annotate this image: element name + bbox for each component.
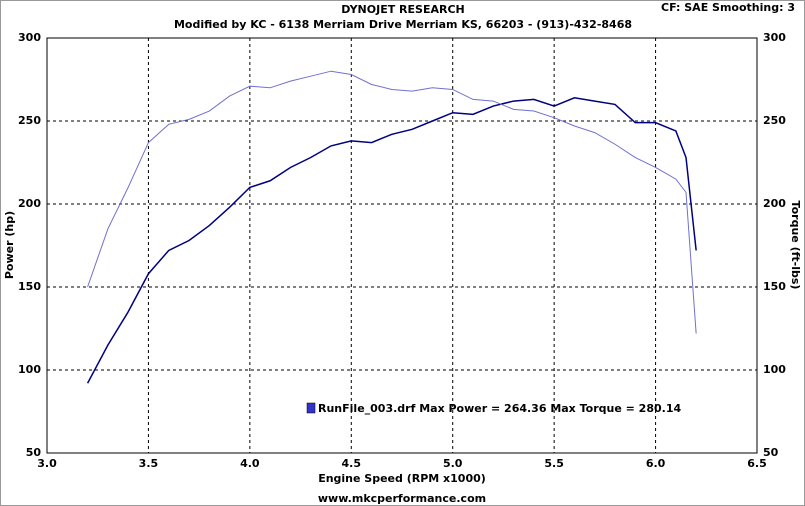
x-tick-label: 3.0: [37, 457, 57, 470]
y2-tick-label: 150: [763, 280, 786, 293]
legend-swatch: [306, 402, 316, 414]
x-tick-label: 3.5: [139, 457, 159, 470]
chart-subtitle: Modified by KC - 6138 Merriam Drive Merr…: [174, 18, 632, 31]
y2-tick-label: 50: [763, 446, 779, 459]
corner-note: CF: SAE Smoothing: 3: [661, 1, 795, 14]
y-tick-label: 250: [18, 114, 41, 127]
x-tick-label: 5.0: [443, 457, 463, 470]
legend-text: RunFile_003.drf Max Power = 264.36 Max T…: [318, 402, 681, 415]
x-tick-label: 4.0: [240, 457, 260, 470]
plot-area: [46, 37, 758, 454]
x-tick-label: 5.5: [544, 457, 564, 470]
x-tick-label: 6.0: [646, 457, 666, 470]
y2-axis-label: Torque (ft-lbs): [789, 201, 802, 290]
y-tick-label: 150: [18, 280, 41, 293]
y-tick-label: 300: [18, 31, 41, 44]
x-tick-label: 6.5: [747, 457, 767, 470]
x-tick-label: 4.5: [342, 457, 362, 470]
y2-tick-label: 250: [763, 114, 786, 127]
y-tick-label: 50: [26, 446, 42, 459]
footer: www.mkcperformance.com: [318, 492, 486, 505]
y-tick-label: 100: [18, 363, 41, 376]
line-series: [86, 96, 697, 384]
y2-tick-label: 100: [763, 363, 786, 376]
chart-title: DYNOJET RESEARCH: [341, 3, 464, 16]
y-axis-label: Power (hp): [3, 211, 16, 279]
y2-tick-label: 200: [763, 197, 786, 210]
x-axis-label: Engine Speed (RPM x1000): [318, 472, 486, 485]
line-series: [87, 70, 697, 334]
y-tick-label: 200: [18, 197, 41, 210]
y2-tick-label: 300: [763, 31, 786, 44]
